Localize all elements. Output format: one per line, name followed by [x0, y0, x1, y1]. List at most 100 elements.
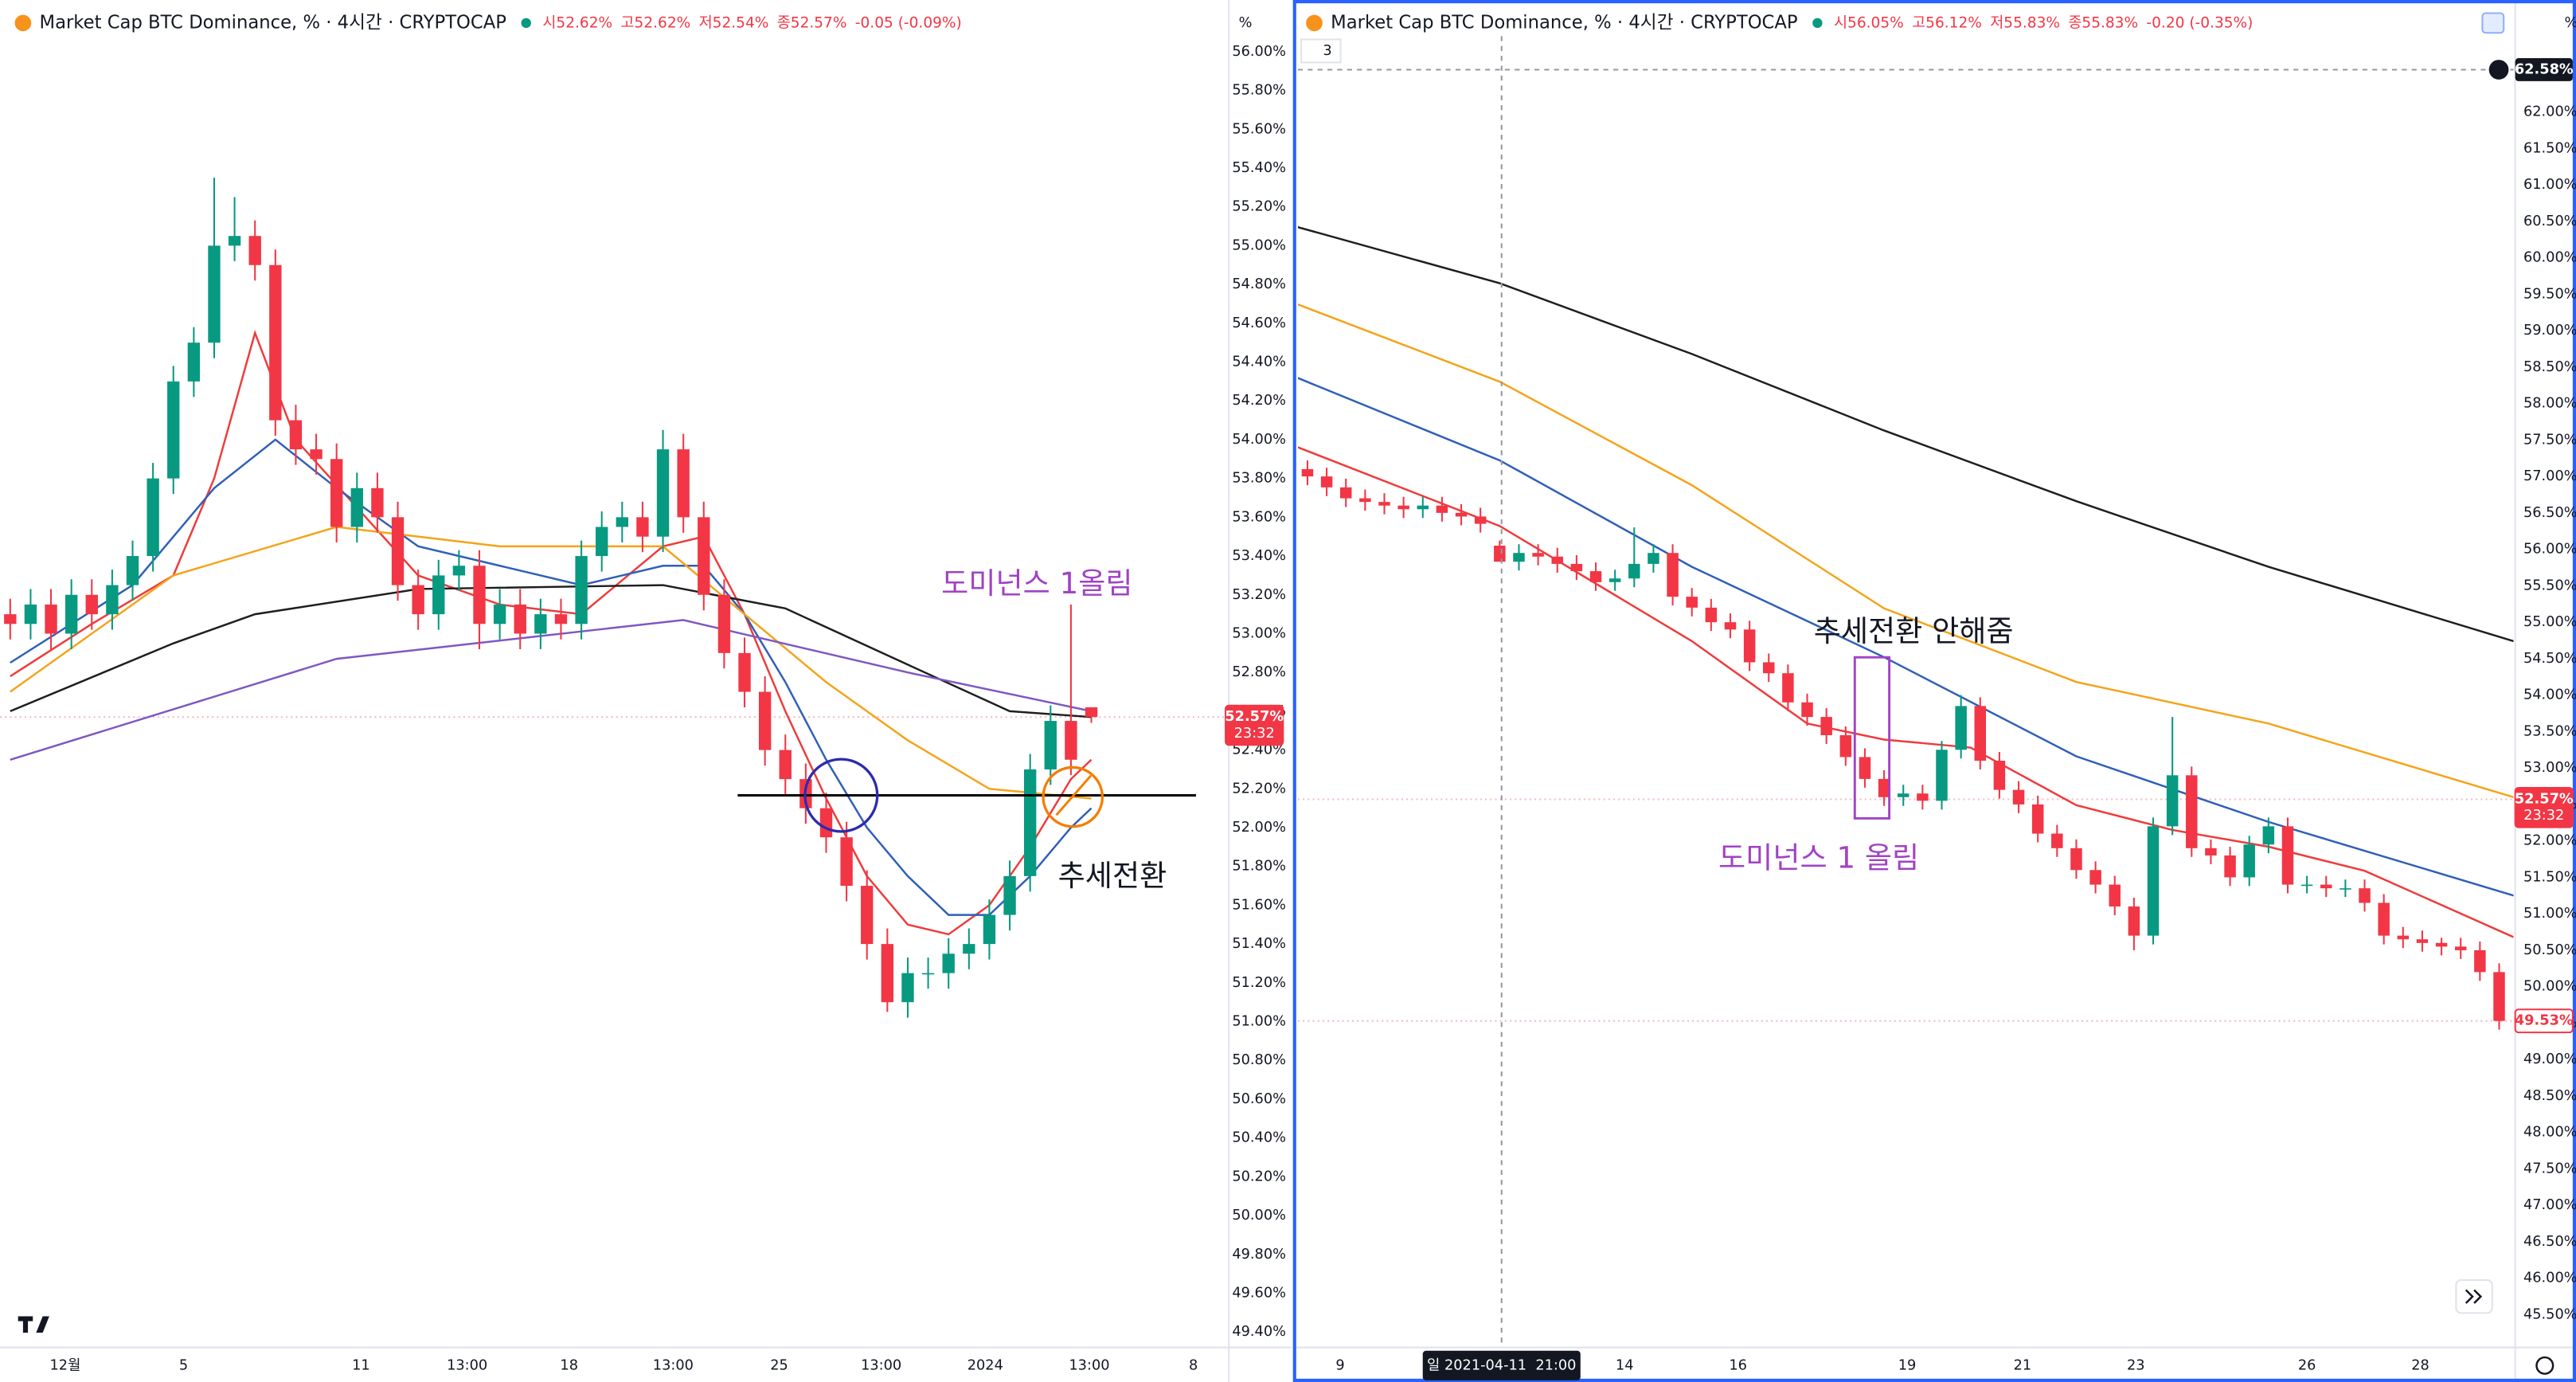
x-tick-label: 8	[1189, 1357, 1198, 1373]
y-tick-label: 51.00%	[1232, 1014, 1286, 1030]
circle-marker[interactable]	[1042, 765, 1104, 828]
candle-body	[4, 614, 17, 624]
symbol-icon	[1306, 14, 1323, 32]
candle-body	[554, 614, 568, 624]
x-tick-label: 14	[1616, 1357, 1634, 1373]
candle-body	[1085, 707, 1098, 718]
candle-body	[1378, 502, 1390, 506]
candle-body	[983, 914, 996, 945]
y-tick-label: 53.20%	[1232, 587, 1286, 603]
candle-body	[24, 604, 37, 624]
candle-body	[2243, 844, 2255, 878]
price-label: 52.57%	[2515, 792, 2574, 808]
candle-body	[1436, 505, 1448, 513]
candle-body	[698, 517, 710, 595]
y-tick-label: 57.50%	[2523, 432, 2576, 448]
candle-body	[1474, 516, 1487, 524]
x-tick-label: 21	[2014, 1357, 2032, 1373]
candle-body	[2109, 884, 2121, 907]
candle-body	[147, 478, 159, 557]
circle-marker[interactable]	[803, 758, 879, 833]
y-tick-label: 59.00%	[2523, 323, 2576, 339]
y-tick-label: 45.50%	[2523, 1306, 2576, 1322]
y-tick-label: 55.20%	[1232, 199, 1286, 215]
plot-area	[1297, 225, 2514, 1030]
y-tick-label: 51.00%	[2523, 906, 2576, 922]
y-tick-label: 54.80%	[1232, 276, 1286, 292]
y-tick-label: 61.00%	[2523, 177, 2576, 193]
candle-body	[330, 459, 343, 527]
candle-body	[1065, 721, 1077, 760]
y-tick-label: 54.20%	[1232, 393, 1286, 409]
price-label-box	[1225, 704, 1284, 746]
ohlc-value: 시52.62%	[542, 14, 612, 31]
left-pane: 49.40% 49.60% 49.80% 50.00% 50.20% 50.40% 50.6…	[0, 12, 1286, 1373]
y-tick-label: 50.20%	[1232, 1169, 1286, 1184]
y-tick-label: 53.80%	[1232, 471, 1286, 487]
candle-body	[310, 449, 322, 460]
candle-body	[2493, 972, 2505, 1021]
x-tick-label: 9	[1335, 1357, 1344, 1373]
trend-stroke[interactable]	[1055, 774, 1093, 816]
x-tick-label: 25	[770, 1357, 788, 1373]
y-tick-label: 51.20%	[1232, 975, 1286, 991]
candle-body	[636, 517, 649, 537]
candle-body	[1551, 556, 1563, 564]
settings-icon[interactable]	[2535, 1356, 2555, 1375]
candle-body	[350, 487, 363, 527]
y-tick-label: 50.60%	[1232, 1091, 1286, 1107]
candle-body	[1820, 717, 1832, 735]
ohlc-value: 고56.12%	[1912, 14, 1982, 31]
candle-body	[85, 594, 98, 615]
candle-body	[2262, 826, 2275, 845]
ohlc-value: 종55.83%	[2068, 14, 2138, 31]
y-tick-label: 55.60%	[1232, 121, 1286, 137]
chart-title: Market Cap BTC Dominance, % · 4시간 · CRYP…	[1331, 12, 1797, 33]
y-tick-label: 52.20%	[1232, 781, 1286, 797]
y-tick-label: 49.80%	[1232, 1247, 1286, 1263]
candle-body	[717, 594, 731, 653]
ohlc-value: 시56.05%	[1834, 14, 1904, 31]
scroll-button[interactable]	[2455, 1279, 2493, 1314]
y-tick-label: 50.40%	[1232, 1130, 1286, 1146]
y-tick-label: 54.40%	[1232, 354, 1286, 370]
candle-body	[1513, 553, 1525, 562]
candle-body	[1686, 597, 1698, 608]
annotation[interactable]: 추세전환 안해줌	[1814, 614, 2014, 648]
candle-body	[1397, 505, 1409, 510]
x-tick-label: 2024	[967, 1357, 1003, 1373]
add-alert-button[interactable]	[2488, 60, 2509, 80]
y-tick-label: 52.40%	[1232, 742, 1286, 758]
candle-body	[1044, 721, 1057, 769]
y-tick-label: 51.80%	[1232, 859, 1286, 875]
logo[interactable]	[18, 1316, 49, 1333]
rectangle-marker[interactable]	[1853, 656, 1891, 820]
candle-body	[248, 236, 261, 265]
candle-body	[2224, 855, 2236, 878]
candle-body	[514, 604, 526, 634]
x-tick-label: 12월	[50, 1357, 81, 1373]
active-pane-frame[interactable]	[1292, 0, 2576, 1382]
y-tick-label: 46.50%	[2523, 1234, 2576, 1250]
x-tick-label: 28	[2411, 1357, 2429, 1373]
x-tick-label: 5	[179, 1357, 188, 1373]
candle-body	[2147, 826, 2160, 936]
x-tick-label: 11	[352, 1357, 370, 1373]
left-drawings: 도미넌스 1올림 추세전환	[18, 566, 1196, 1333]
candle-body	[2378, 902, 2390, 936]
candle-body	[1859, 757, 1871, 779]
moving-average-line	[10, 619, 1092, 761]
annotation[interactable]: 도미넌스 1올림	[941, 566, 1132, 601]
toolbar-icon[interactable]	[2481, 12, 2505, 34]
y-tick-label: 58.00%	[2523, 396, 2576, 412]
scroll-icon	[2465, 1289, 2483, 1304]
annotation[interactable]: 추세전환	[1058, 859, 1167, 893]
ohlc-value: 고52.62%	[620, 14, 690, 31]
moving-average-line	[10, 330, 1093, 936]
annotation[interactable]: 도미넌스 1 올림	[1718, 840, 1919, 875]
candle-body	[432, 575, 445, 615]
candle-body	[2416, 939, 2429, 943]
candle-body	[2435, 942, 2448, 947]
chart-title: Market Cap BTC Dominance, % · 4시간 · CRYP…	[40, 12, 506, 33]
crosshair-y-label: 62.58%	[2515, 61, 2574, 77]
